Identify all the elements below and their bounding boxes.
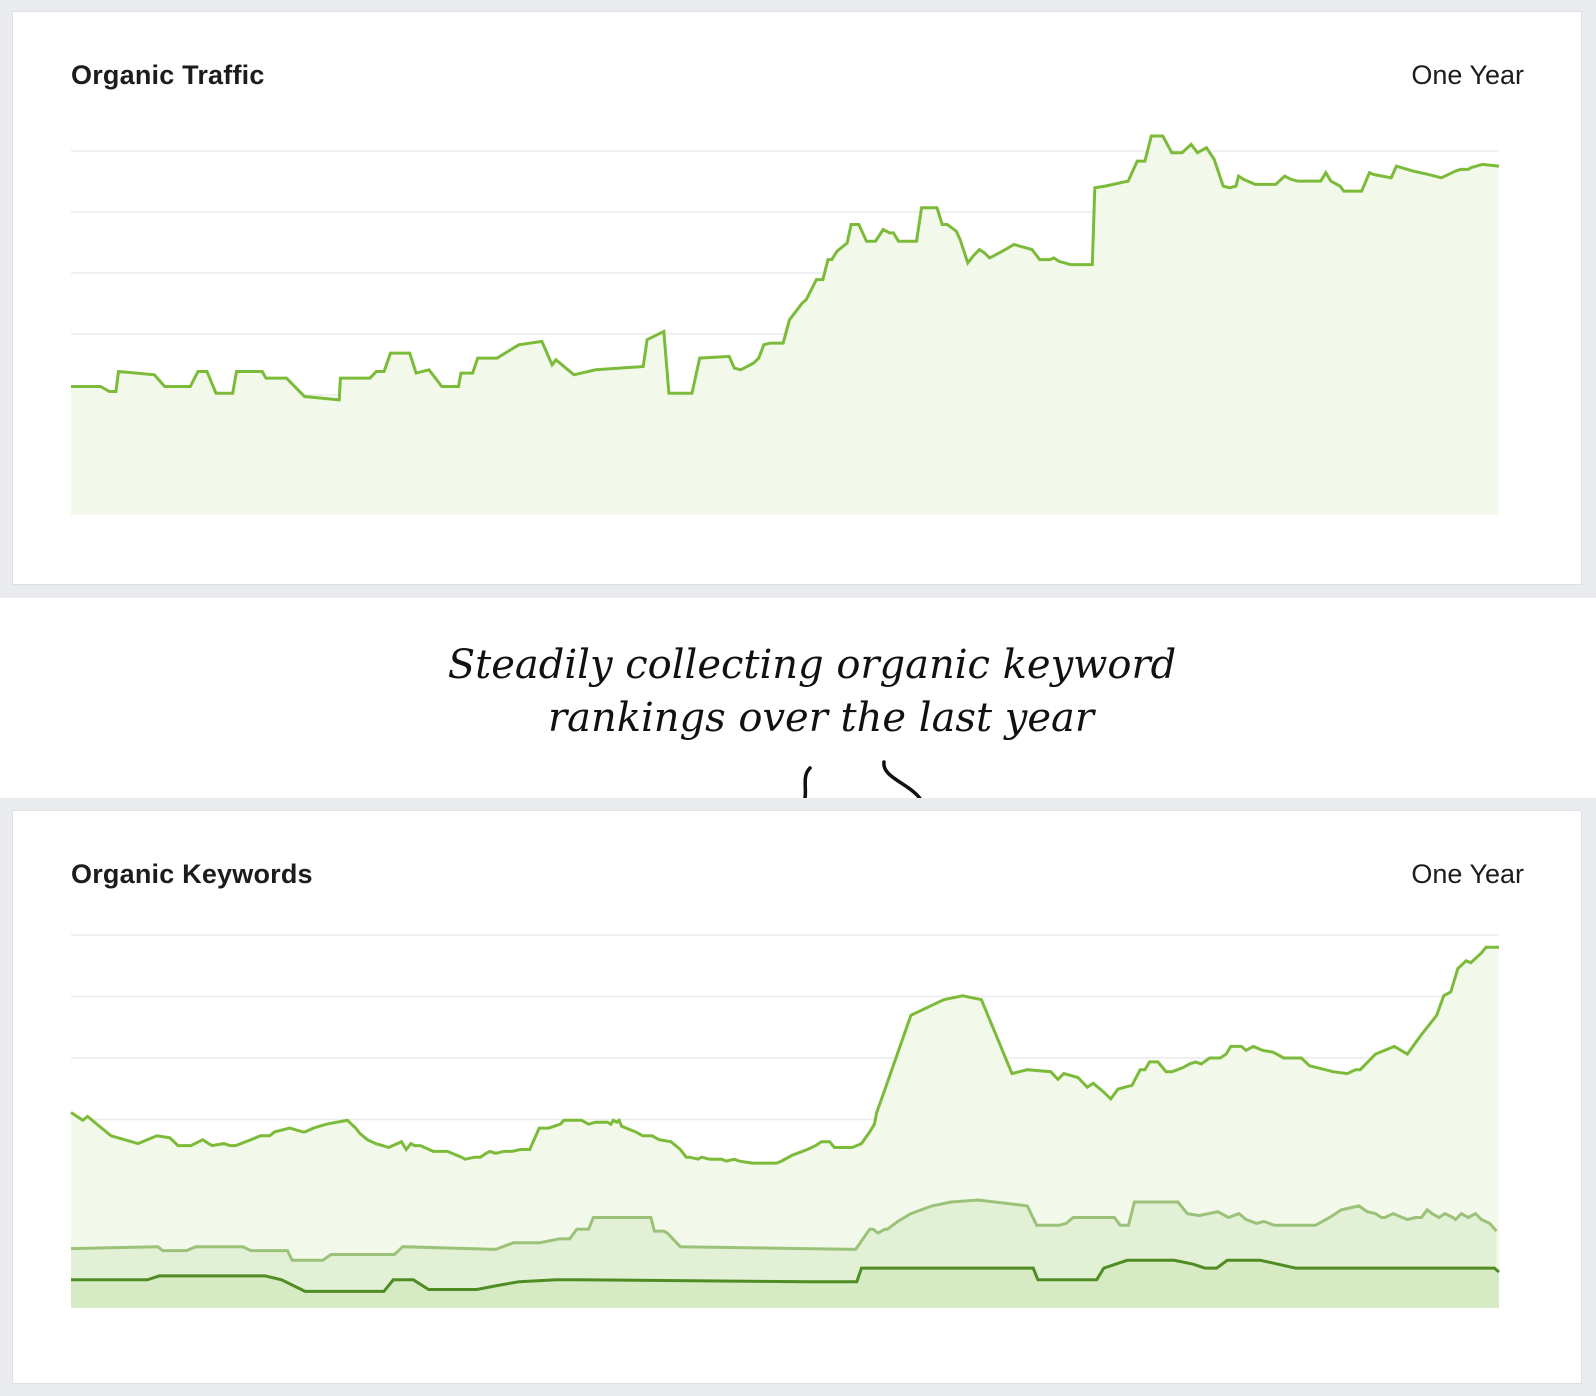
arrow-right-icon	[882, 760, 922, 798]
arrow-left-icon	[803, 766, 812, 798]
organic-traffic-chart	[71, 134, 1500, 515]
time-range-label[interactable]: One Year	[1411, 859, 1524, 889]
time-range-label[interactable]: One Year	[1411, 60, 1524, 90]
annotation-graphic: Steadily collecting organic keyword rank…	[448, 642, 1176, 798]
series-line-main	[70, 945, 1499, 1165]
annotation-line-1: Steadily collecting organic keyword	[448, 642, 1176, 688]
organic-keywords-chart	[70, 934, 1500, 1308]
series-area-dark	[71, 1260, 1499, 1308]
annotation-area: Steadily collecting organic keyword rank…	[0, 598, 1596, 798]
series-line-dark	[71, 1258, 1500, 1293]
organic-keywords-card: Organic Keywords One Year	[12, 810, 1582, 1384]
series-line-main	[71, 134, 1500, 402]
chart-title: Organic Traffic	[71, 60, 265, 90]
organic-traffic-card: Organic Traffic One Year	[12, 11, 1582, 585]
chart-title: Organic Keywords	[71, 859, 313, 889]
annotation-line-2: rankings over the last year	[548, 695, 1097, 741]
series-line-mid	[70, 1198, 1498, 1262]
series-area-main	[71, 136, 1499, 515]
